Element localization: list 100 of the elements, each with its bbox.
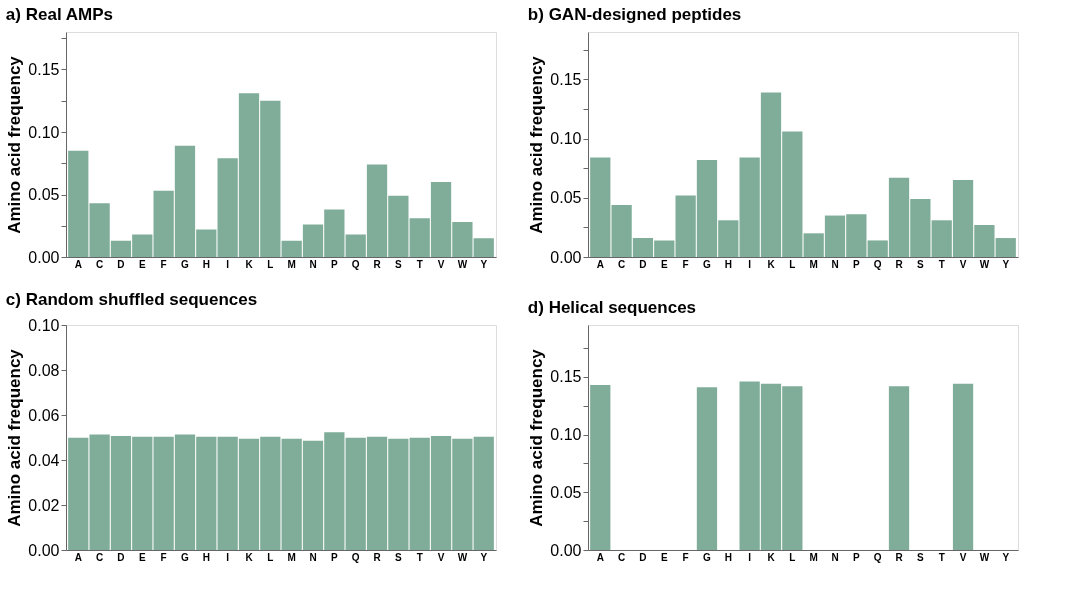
x-tick-label: E <box>138 258 146 270</box>
x-tick-label: N <box>831 551 839 563</box>
x-tick-label: G <box>703 551 712 563</box>
x-tick-label: H <box>202 258 210 270</box>
x-tick-label: C <box>95 258 104 270</box>
x-tick-label: H <box>202 551 210 563</box>
x-tick-label: P <box>331 551 339 563</box>
x-tick-label: W <box>457 551 468 563</box>
x-tick-label: L <box>267 258 274 270</box>
x-tick-label: A <box>596 258 604 270</box>
chart-title: a) Real AMPs <box>5 5 113 24</box>
x-tick-label: W <box>979 551 990 563</box>
x-tick-label: V <box>959 551 967 563</box>
y-tick-label: 0.15 <box>28 61 60 78</box>
x-tick-label: Y <box>480 551 488 563</box>
x-tick-label: M <box>809 551 818 563</box>
x-tick-label: R <box>373 551 382 563</box>
x-tick-label: E <box>138 551 146 563</box>
y-axis-title: Amino acid frequency <box>5 348 25 527</box>
y-tick-label: 0.00 <box>550 541 582 559</box>
x-tick-label: I <box>748 258 752 270</box>
x-tick-label: V <box>437 551 445 563</box>
y-tick-label: 0.05 <box>28 186 60 203</box>
y-tick-label: 0.00 <box>550 248 582 266</box>
x-tick-label: D <box>117 258 125 270</box>
x-tick-label: Q <box>351 551 360 563</box>
x-tick-label: D <box>639 551 647 563</box>
x-tick-label: H <box>724 258 732 270</box>
x-tick-label: N <box>309 258 317 270</box>
y-tick-label: 0.05 <box>550 483 582 501</box>
x-tick-label: T <box>416 258 423 270</box>
x-tick-label: C <box>617 551 626 563</box>
y-tick-label: 0.10 <box>550 426 582 444</box>
x-tick-label: T <box>938 551 945 563</box>
chart-title: b) GAN-designed peptides <box>527 5 742 24</box>
x-tick-label: K <box>767 258 776 270</box>
x-tick-label: E <box>660 551 668 563</box>
y-axis-title: Amino acid frequency <box>5 55 25 234</box>
y-axis-title: Amino acid frequency <box>527 348 547 527</box>
x-tick-label: G <box>703 258 712 270</box>
x-tick-label: A <box>596 551 604 563</box>
y-axis-title: Amino acid frequency <box>527 55 547 234</box>
x-tick-label: Y <box>480 258 488 270</box>
x-tick-label: Y <box>1002 258 1010 270</box>
x-tick-label: D <box>639 258 647 270</box>
x-tick-label: I <box>226 258 230 270</box>
x-tick-label: S <box>395 258 403 270</box>
x-tick-label: R <box>373 258 382 270</box>
x-tick-label: Q <box>873 258 882 270</box>
y-tick-label: 0.02 <box>28 496 60 514</box>
x-tick-label: D <box>117 551 125 563</box>
y-tick-label: 0.10 <box>28 316 60 334</box>
x-tick-label: G <box>181 551 190 563</box>
chart-title: d) Helical sequences <box>527 298 697 317</box>
x-tick-label: P <box>331 258 339 270</box>
x-tick-label: K <box>245 551 254 563</box>
x-tick-label: P <box>853 258 861 270</box>
x-tick-label: S <box>917 551 925 563</box>
x-tick-label: L <box>789 551 796 563</box>
x-tick-label: L <box>267 551 274 563</box>
y-tick-label: 0.08 <box>28 361 60 379</box>
x-tick-label: K <box>245 258 254 270</box>
x-tick-label: F <box>682 551 689 563</box>
x-tick-label: I <box>226 551 230 563</box>
x-tick-label: A <box>74 551 82 563</box>
x-tick-label: M <box>287 551 296 563</box>
y-tick-label: 0.06 <box>28 406 60 424</box>
x-tick-label: L <box>789 258 796 270</box>
x-tick-label: P <box>853 551 861 563</box>
x-tick-label: Y <box>1002 551 1010 563</box>
x-tick-label: C <box>95 551 104 563</box>
x-tick-label: F <box>682 258 689 270</box>
x-tick-label: V <box>959 258 967 270</box>
x-tick-label: R <box>895 551 904 563</box>
x-tick-label: V <box>437 258 445 270</box>
y-tick-label: 0.10 <box>28 123 60 141</box>
x-tick-label: G <box>181 258 190 270</box>
x-tick-label: N <box>309 551 317 563</box>
x-tick-label: M <box>287 258 296 270</box>
x-tick-label: F <box>160 258 167 270</box>
x-tick-label: Q <box>351 258 360 270</box>
y-tick-label: 0.10 <box>550 130 582 148</box>
x-tick-label: T <box>416 551 423 563</box>
x-tick-label: H <box>724 551 732 563</box>
chart-title: c) Random shuffled sequences <box>5 290 258 309</box>
x-tick-label: C <box>617 258 626 270</box>
y-tick-label: 0.00 <box>28 541 60 559</box>
x-tick-label: S <box>395 551 403 563</box>
x-tick-label: W <box>979 258 990 270</box>
y-tick-label: 0.15 <box>550 70 582 88</box>
x-tick-label: T <box>938 258 945 270</box>
x-tick-label: R <box>895 258 904 270</box>
y-tick-label: 0.05 <box>550 189 582 207</box>
y-tick-label: 0.04 <box>28 451 60 469</box>
x-tick-label: N <box>831 258 839 270</box>
y-tick-label: 0.15 <box>550 368 582 386</box>
x-tick-label: W <box>457 258 468 270</box>
x-tick-label: M <box>809 258 818 270</box>
x-tick-label: A <box>74 258 82 270</box>
x-tick-label: Q <box>873 551 882 563</box>
